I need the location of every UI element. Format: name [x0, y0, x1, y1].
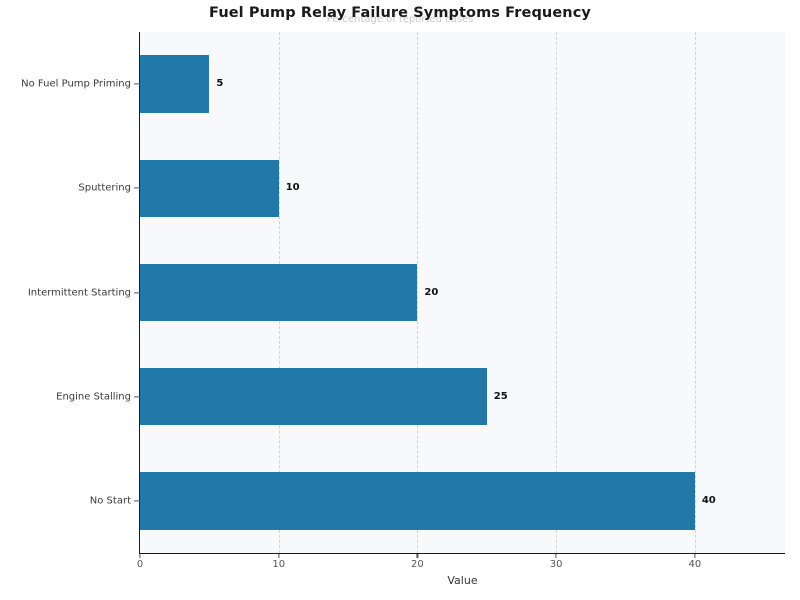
plot-background — [140, 32, 785, 553]
plot-area: 5 10 20 25 40 — [140, 32, 785, 553]
bar-value-label: 25 — [493, 390, 508, 402]
gridline-x-40 — [694, 32, 696, 553]
y-axis-tick-mark — [133, 187, 140, 189]
x-axis-tick-label: 20 — [411, 559, 424, 570]
gridline-x-20 — [417, 32, 419, 553]
x-axis-tick-label: 0 — [136, 559, 144, 570]
x-axis-label: Value — [447, 574, 478, 587]
x-axis-spine — [139, 552, 785, 555]
x-axis-tick-mark — [139, 553, 141, 558]
bar-value-label: 5 — [216, 78, 224, 90]
y-axis-tick-mark — [133, 83, 140, 85]
bar-value-label: 20 — [424, 286, 439, 298]
y-axis-tick-label: No Start — [89, 495, 131, 507]
chart-title: Fuel Pump Relay Failure Symptoms Frequen… — [209, 5, 591, 21]
x-axis-tick-mark — [416, 553, 418, 558]
y-axis-tick-label: Sputtering — [78, 182, 131, 194]
y-axis-tick-label: Engine Stalling — [56, 391, 131, 403]
x-axis-tick-mark — [278, 553, 280, 558]
y-axis-tick-labels: No Fuel Pump Priming Sputtering Intermitte… — [0, 0, 131, 600]
bar[interactable] — [140, 263, 418, 322]
bar[interactable] — [140, 368, 487, 426]
y-axis-tick-label: Intermittent Starting — [27, 287, 131, 298]
x-axis-tick-label: 40 — [688, 559, 702, 570]
y-axis-spine — [139, 32, 141, 553]
bar-value-label: 40 — [701, 494, 716, 506]
bar[interactable] — [140, 159, 279, 217]
gridline-x-30 — [556, 32, 558, 553]
y-axis-tick-mark — [133, 500, 140, 502]
y-axis-tick-label: No Fuel Pump Priming — [21, 78, 131, 90]
x-axis-tick-mark — [555, 553, 557, 558]
chart-subtitle: Percentage of reported cases — [326, 14, 474, 25]
x-axis-tick-mark — [694, 553, 696, 558]
y-axis-tick-mark — [133, 396, 140, 398]
x-axis-tick-label: 10 — [272, 559, 286, 570]
x-axis-tick-label: 30 — [549, 559, 563, 570]
bar[interactable] — [140, 55, 210, 113]
y-axis-tick-mark — [133, 291, 140, 294]
bar-value-label: 10 — [285, 182, 300, 194]
bar[interactable] — [140, 472, 695, 530]
